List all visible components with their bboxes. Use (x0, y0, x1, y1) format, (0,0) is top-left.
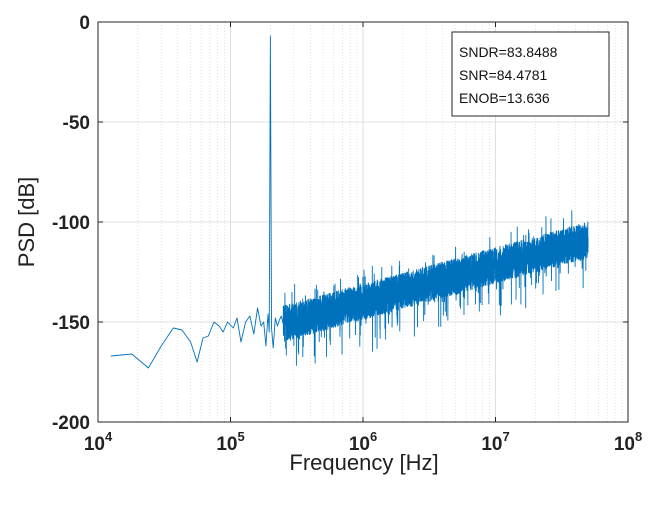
metrics-annotation: SNDR=83.8488 SNR=84.4781 ENOB=13.636 (451, 31, 610, 117)
x-tick-labels: 104 105 106 107 108 (84, 429, 642, 455)
x-tick-label: 104 (84, 429, 113, 455)
x-tick-label: 107 (481, 429, 509, 455)
psd-line (110, 35, 589, 369)
y-tick-label: -200 (52, 413, 90, 434)
data-series (110, 35, 589, 369)
x-axis-label: Frequency [Hz] (289, 450, 438, 475)
y-tick-label: -150 (52, 313, 90, 334)
y-tick-labels: 0 -50 -100 -150 -200 (52, 13, 90, 434)
tick-marks (97, 21, 629, 423)
annotation-enob: ENOB=13.636 (459, 90, 550, 106)
y-tick-label: -100 (52, 213, 90, 234)
x-tick-label: 106 (349, 429, 377, 455)
annotation-box (451, 31, 610, 117)
annotation-snr: SNR=84.4781 (459, 67, 548, 83)
annotation-sndr: SNDR=83.8488 (459, 44, 558, 60)
y-tick-label: 0 (79, 13, 90, 34)
y-axis-label: PSD [dB] (14, 177, 39, 267)
x-tick-label: 105 (216, 429, 244, 455)
x-tick-label: 108 (614, 429, 642, 455)
y-tick-label: -50 (63, 113, 90, 134)
